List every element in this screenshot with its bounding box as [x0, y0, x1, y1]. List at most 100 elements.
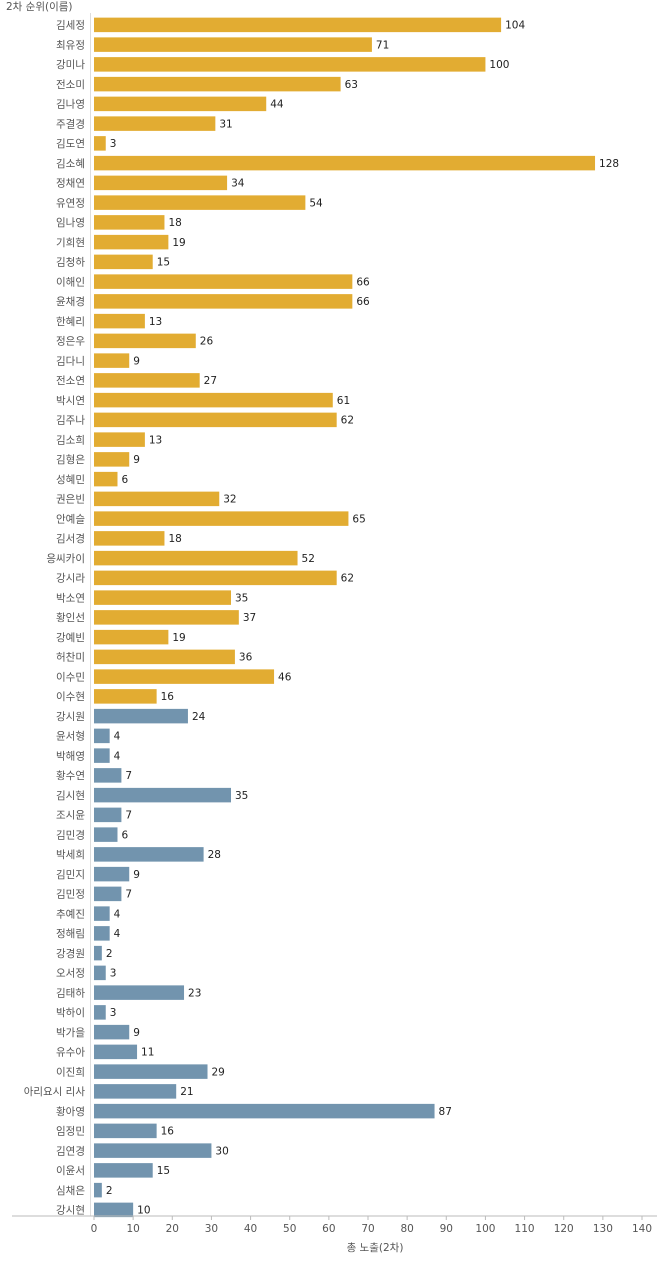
x-tick-label: 80	[400, 1223, 413, 1235]
data-label: 62	[341, 573, 354, 585]
bar	[94, 313, 145, 329]
row-label: 정채연	[56, 178, 85, 190]
data-label: 9	[133, 1027, 140, 1039]
bar	[94, 491, 220, 507]
row-label: 강예빈	[56, 631, 85, 644]
x-tick-label: 90	[440, 1223, 453, 1235]
x-tick-label: 10	[126, 1223, 139, 1235]
x-axis-title: 총 노출(2차)	[347, 1242, 404, 1254]
row-label: 윤서형	[56, 731, 85, 743]
data-label: 52	[302, 553, 315, 565]
bar	[94, 807, 122, 823]
data-label: 24	[192, 711, 206, 723]
data-label: 71	[376, 39, 389, 51]
data-label: 37	[243, 612, 256, 624]
data-label: 4	[114, 731, 121, 743]
data-label: 7	[125, 889, 132, 901]
row-label: 응씨카이	[46, 553, 85, 565]
data-label: 13	[149, 434, 162, 446]
row-label: 김소혜	[56, 158, 85, 170]
bar	[94, 708, 188, 724]
bar	[94, 531, 165, 546]
row-label: 한혜리	[56, 316, 85, 328]
data-label: 34	[231, 178, 245, 190]
bar	[94, 550, 298, 566]
data-label: 6	[121, 829, 128, 841]
row-label: 강시원	[56, 711, 85, 723]
bar	[94, 787, 231, 803]
row-label: 안예슬	[56, 512, 85, 525]
row-label: 허찬미	[56, 652, 85, 664]
data-label: 21	[180, 1086, 193, 1098]
row-label: 아리요시 리사	[24, 1086, 86, 1098]
data-label: 10	[137, 1205, 150, 1217]
data-label: 66	[356, 276, 370, 288]
data-label: 104	[505, 20, 525, 32]
row-label: 김소희	[56, 434, 85, 446]
row-label: 김민경	[56, 828, 85, 841]
data-label: 65	[352, 513, 365, 525]
row-label: 황아영	[56, 1106, 85, 1118]
bar	[94, 1143, 212, 1158]
row-label: 이진희	[56, 1066, 85, 1078]
bar	[94, 432, 145, 447]
row-label: 이수민	[56, 671, 85, 683]
row-label: 강시현	[56, 1205, 85, 1217]
row-label: 추예진	[56, 907, 85, 920]
x-tick-label: 110	[515, 1223, 535, 1235]
row-label: 강미나	[56, 59, 85, 71]
bar	[94, 1064, 208, 1079]
bar	[94, 175, 228, 191]
data-label: 9	[133, 869, 140, 881]
data-label: 31	[219, 118, 232, 130]
data-label: 16	[161, 1126, 175, 1138]
x-tick-label: 30	[205, 1223, 218, 1235]
bar	[94, 906, 110, 921]
data-label: 61	[337, 395, 350, 407]
row-label: 오서정	[56, 968, 85, 980]
data-label: 18	[168, 533, 181, 545]
bar	[94, 669, 275, 684]
data-label: 6	[121, 474, 128, 486]
bar	[94, 294, 353, 309]
bar	[94, 392, 333, 408]
bar	[94, 412, 337, 428]
bar	[94, 511, 349, 526]
row-label: 김시현	[56, 790, 85, 802]
row-label: 이수현	[56, 691, 85, 703]
data-label: 32	[223, 494, 236, 506]
bar	[94, 116, 216, 131]
bar	[94, 17, 502, 33]
bar	[94, 1005, 106, 1020]
data-label: 46	[278, 671, 292, 683]
data-label: 63	[345, 79, 358, 91]
bar	[94, 1163, 153, 1178]
data-label: 27	[204, 375, 217, 387]
x-tick-label: 40	[244, 1223, 257, 1235]
row-label: 조시윤	[56, 810, 85, 822]
data-label: 16	[161, 691, 175, 703]
row-label: 정해림	[56, 927, 85, 940]
row-label: 박세희	[56, 849, 85, 861]
bar	[94, 629, 169, 645]
row-label: 최유정	[56, 39, 85, 51]
data-label: 19	[172, 237, 185, 249]
bar	[94, 353, 130, 368]
row-label: 김민정	[56, 889, 85, 901]
bar	[94, 57, 486, 72]
row-label: 박하이	[56, 1006, 85, 1019]
data-label: 15	[157, 1165, 170, 1177]
x-tick-label: 60	[322, 1223, 335, 1235]
bar	[94, 234, 169, 250]
x-axis: 0 10 20 30 40 50 60 70 80 90 100 110 120 130 140	[91, 1216, 652, 1235]
bar	[94, 847, 204, 862]
bar	[94, 728, 110, 744]
row-label: 김다니	[56, 355, 85, 367]
row-label: 성혜민	[56, 474, 85, 486]
x-tick-label: 140	[632, 1223, 652, 1235]
row-header: 2차 순위(이름)	[6, 0, 73, 13]
data-label: 35	[235, 790, 248, 802]
bar	[94, 76, 341, 92]
bar	[94, 768, 122, 783]
